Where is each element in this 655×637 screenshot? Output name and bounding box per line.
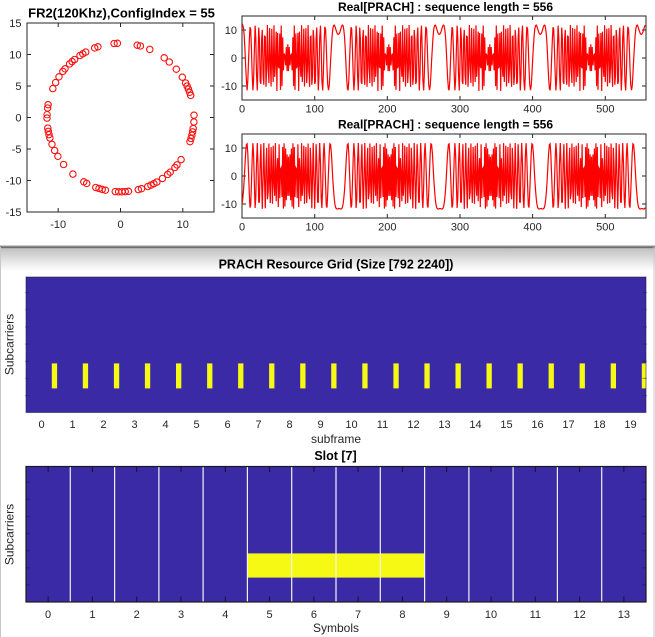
svg-text:Symbols: Symbols [313,621,359,635]
svg-text:15: 15 [500,419,512,431]
svg-text:7: 7 [355,609,361,621]
svg-text:400: 400 [523,104,541,116]
svg-text:6: 6 [224,419,230,431]
svg-text:13: 13 [438,419,450,431]
svg-text:19: 19 [624,419,636,431]
svg-text:-5: -5 [12,144,22,156]
svg-text:8: 8 [286,419,292,431]
svg-text:-10: -10 [221,199,237,211]
svg-text:Real[PRACH] : sequence length: Real[PRACH] : sequence length = 556 [338,118,553,132]
svg-text:0: 0 [38,419,44,431]
svg-text:10: 10 [225,143,237,155]
svg-text:0: 0 [15,113,21,125]
svg-text:13: 13 [618,609,630,621]
svg-text:5: 5 [193,419,199,431]
svg-text:200: 200 [378,222,396,234]
svg-text:0: 0 [231,53,237,65]
svg-text:0: 0 [45,609,51,621]
svg-text:10: 10 [225,25,237,37]
svg-text:500: 500 [596,104,614,116]
svg-text:12: 12 [573,609,585,621]
svg-text:14: 14 [469,419,481,431]
svg-text:0: 0 [231,171,237,183]
svg-text:1: 1 [89,609,95,621]
svg-text:400: 400 [523,222,541,234]
svg-text:4: 4 [162,419,168,431]
svg-text:8: 8 [399,609,405,621]
svg-text:9: 9 [444,609,450,621]
svg-text:0: 0 [117,219,123,231]
svg-text:Subcarriers: Subcarriers [3,314,17,375]
svg-text:-15: -15 [6,207,22,219]
svg-text:3: 3 [131,419,137,431]
svg-text:PRACH Resource Grid (Size [792: PRACH Resource Grid (Size [792 2240]) [219,258,454,272]
svg-text:10: 10 [485,609,497,621]
svg-text:11: 11 [377,419,388,431]
svg-text:2: 2 [100,419,106,431]
svg-text:0: 0 [239,222,245,234]
svg-text:10: 10 [177,219,189,231]
svg-text:200: 200 [378,104,396,116]
svg-text:16: 16 [531,419,543,431]
svg-text:Real[PRACH] : sequence length: Real[PRACH] : sequence length = 556 [338,0,553,14]
svg-text:Slot [7]: Slot [7] [314,449,356,463]
svg-text:7: 7 [255,419,261,431]
svg-text:Subcarriers: Subcarriers [3,504,17,565]
svg-text:-10: -10 [50,219,66,231]
svg-text:300: 300 [451,104,469,116]
svg-text:12: 12 [407,419,419,431]
svg-text:9: 9 [317,419,323,431]
svg-text:-10: -10 [221,81,237,93]
svg-text:3: 3 [178,609,184,621]
svg-text:300: 300 [451,222,469,234]
svg-text:2: 2 [134,609,140,621]
svg-text:11: 11 [530,609,541,621]
svg-text:18: 18 [593,419,605,431]
svg-text:10: 10 [345,419,357,431]
svg-text:100: 100 [306,222,324,234]
svg-text:0: 0 [239,104,245,116]
svg-text:-10: -10 [6,176,22,188]
svg-text:4: 4 [222,609,228,621]
svg-text:5: 5 [267,609,273,621]
svg-text:17: 17 [562,419,574,431]
svg-text:10: 10 [9,50,21,62]
svg-text:500: 500 [596,222,614,234]
svg-text:FR2(120Khz),ConfigIndex = 55: FR2(120Khz),ConfigIndex = 55 [28,6,215,21]
svg-text:6: 6 [311,609,317,621]
svg-text:100: 100 [306,104,324,116]
svg-text:subframe: subframe [311,432,361,446]
svg-text:1: 1 [69,419,75,431]
svg-text:5: 5 [15,81,21,93]
svg-text:15: 15 [9,18,21,30]
